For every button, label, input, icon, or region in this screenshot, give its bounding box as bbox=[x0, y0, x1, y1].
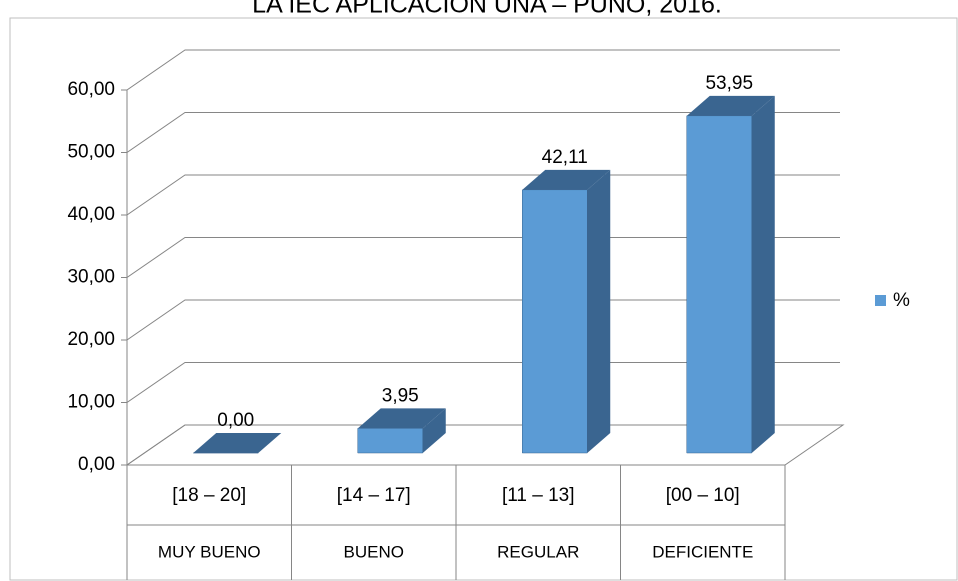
x-group-label: BUENO bbox=[344, 542, 404, 561]
x-tick-label: [18 – 20] bbox=[172, 485, 246, 506]
grid-line bbox=[126, 424, 840, 466]
x-tick-label: [14 – 17] bbox=[337, 485, 411, 506]
y-tick-label: 0,00 bbox=[78, 454, 115, 475]
bar-front bbox=[357, 428, 423, 454]
bar-side bbox=[751, 95, 775, 453]
x-group-label: MUY BUENO bbox=[158, 542, 261, 561]
bar-side bbox=[587, 169, 611, 453]
bar-side bbox=[422, 408, 446, 453]
grid-line bbox=[126, 112, 840, 153]
grid-line bbox=[126, 174, 840, 216]
bar-top bbox=[193, 433, 282, 453]
x-tick-label: [11 – 13] bbox=[502, 485, 575, 506]
y-tick-label: 10,00 bbox=[67, 392, 115, 413]
x-group-label: DEFICIENTE bbox=[652, 542, 753, 561]
chart-title: LA IEC APLICACIÓN UNA – PUNO, 2016. bbox=[252, 0, 722, 19]
y-tick-label: 60,00 bbox=[67, 79, 115, 100]
data-label: 42,11 bbox=[542, 147, 588, 168]
bar-top bbox=[357, 408, 446, 429]
x-group-label: REGULAR bbox=[497, 542, 579, 561]
grid-line bbox=[126, 299, 840, 341]
chart-frame bbox=[9, 17, 958, 581]
grid-line bbox=[126, 49, 840, 91]
data-label: 53,95 bbox=[705, 73, 753, 94]
bar-front bbox=[522, 189, 588, 454]
y-tick-label: 20,00 bbox=[67, 329, 115, 350]
y-tick-label: 50,00 bbox=[67, 142, 115, 163]
bar-front bbox=[686, 115, 752, 454]
grid-line bbox=[126, 362, 840, 403]
y-tick-label: 40,00 bbox=[67, 204, 115, 225]
legend-label: % bbox=[893, 290, 910, 311]
x-tick-label: [00 – 10] bbox=[666, 485, 740, 506]
bar-top bbox=[522, 169, 611, 190]
bar bbox=[357, 408, 446, 454]
y-tick-label: 30,00 bbox=[67, 267, 115, 288]
bar-top bbox=[686, 95, 775, 116]
legend-swatch bbox=[875, 295, 886, 306]
bar bbox=[522, 169, 611, 454]
bar bbox=[193, 433, 282, 454]
grid-line bbox=[126, 237, 840, 278]
bar bbox=[686, 95, 775, 454]
data-label: 0,00 bbox=[217, 410, 254, 431]
data-label: 3,95 bbox=[382, 385, 419, 406]
